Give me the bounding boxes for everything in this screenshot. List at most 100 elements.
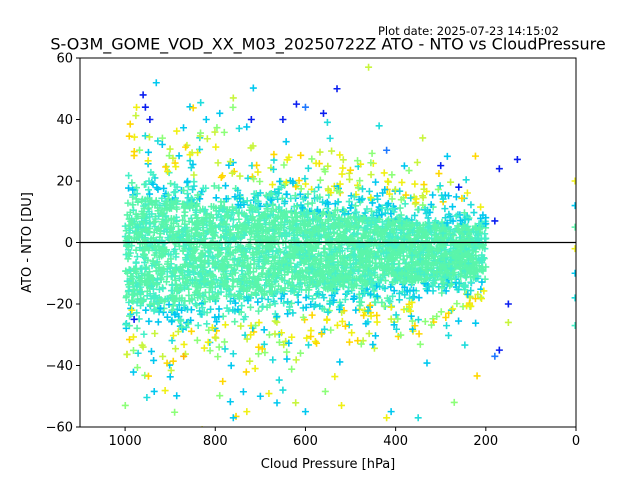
data-point	[346, 240, 354, 248]
data-point	[181, 208, 189, 216]
data-point	[224, 240, 232, 248]
data-point	[169, 357, 177, 365]
data-point	[255, 343, 263, 351]
data-point	[364, 225, 372, 233]
data-point	[421, 317, 429, 325]
data-point	[291, 192, 299, 200]
data-point	[318, 219, 326, 227]
data-point	[309, 215, 317, 223]
data-point	[330, 296, 338, 304]
data-point	[383, 146, 391, 154]
data-point	[437, 162, 445, 170]
data-point	[260, 326, 268, 334]
data-point	[222, 252, 230, 260]
data-point	[455, 183, 463, 191]
data-point	[414, 206, 422, 214]
data-point	[162, 218, 170, 226]
data-point	[274, 195, 282, 203]
data-point	[243, 123, 251, 131]
data-point	[247, 331, 255, 339]
data-point	[308, 311, 316, 319]
data-point	[319, 209, 327, 217]
data-point	[188, 276, 196, 284]
data-point	[152, 292, 160, 300]
data-point	[367, 221, 375, 229]
data-point	[239, 259, 247, 267]
data-point	[405, 303, 413, 311]
data-point	[347, 213, 355, 221]
data-point	[185, 285, 193, 293]
data-point	[159, 352, 167, 360]
data-point	[138, 297, 146, 305]
data-point	[243, 197, 251, 205]
data-point	[346, 204, 354, 212]
data-point	[398, 269, 406, 277]
data-point	[277, 219, 285, 227]
data-point	[228, 271, 236, 279]
data-point	[371, 227, 379, 235]
data-point	[308, 155, 316, 163]
data-point	[126, 312, 134, 320]
data-point	[495, 346, 503, 354]
data-point	[226, 297, 234, 305]
data-point	[263, 270, 271, 278]
data-point	[203, 135, 211, 143]
data-point	[172, 163, 180, 171]
data-point	[419, 249, 427, 257]
data-point	[312, 260, 320, 268]
data-point	[374, 273, 382, 281]
data-point	[422, 209, 430, 217]
data-point	[243, 335, 251, 343]
data-point	[291, 234, 299, 242]
data-point	[373, 311, 381, 319]
data-point	[296, 279, 304, 287]
data-point	[338, 401, 346, 409]
data-point	[258, 345, 266, 353]
data-point	[296, 349, 304, 357]
data-point	[388, 195, 396, 203]
data-point	[284, 310, 292, 318]
data-point	[362, 320, 370, 328]
data-point	[333, 85, 341, 93]
data-point	[287, 299, 295, 307]
data-point	[345, 338, 353, 346]
data-point	[259, 447, 266, 454]
data-point	[382, 277, 390, 285]
data-point	[273, 288, 281, 296]
data-point	[180, 352, 188, 360]
data-point	[133, 190, 141, 198]
data-point	[443, 219, 451, 227]
data-point	[190, 247, 198, 255]
data-point	[180, 301, 188, 309]
data-point	[458, 258, 466, 266]
data-point	[187, 164, 195, 172]
data-point	[324, 185, 332, 193]
y-tick-label: 40	[56, 113, 73, 128]
data-point	[271, 263, 279, 271]
data-point	[367, 207, 375, 215]
data-point	[412, 219, 420, 227]
data-point	[163, 260, 171, 268]
data-point	[271, 330, 279, 338]
data-point	[262, 191, 270, 199]
data-point	[339, 164, 347, 172]
data-point	[372, 253, 380, 261]
data-point	[461, 341, 469, 349]
data-point	[412, 195, 420, 203]
data-point	[142, 180, 150, 188]
data-point	[189, 186, 197, 194]
data-point	[283, 229, 291, 237]
data-point	[164, 167, 172, 175]
data-point	[320, 305, 328, 313]
data-point	[411, 235, 419, 243]
y-tick-label: 0	[65, 236, 73, 251]
data-point	[478, 278, 486, 286]
data-point	[160, 240, 168, 248]
data-point	[367, 194, 375, 202]
data-point	[152, 79, 160, 87]
data-point	[395, 296, 403, 304]
data-point	[143, 287, 151, 295]
data-point	[271, 252, 279, 260]
data-point	[346, 256, 354, 264]
data-point	[150, 356, 158, 364]
